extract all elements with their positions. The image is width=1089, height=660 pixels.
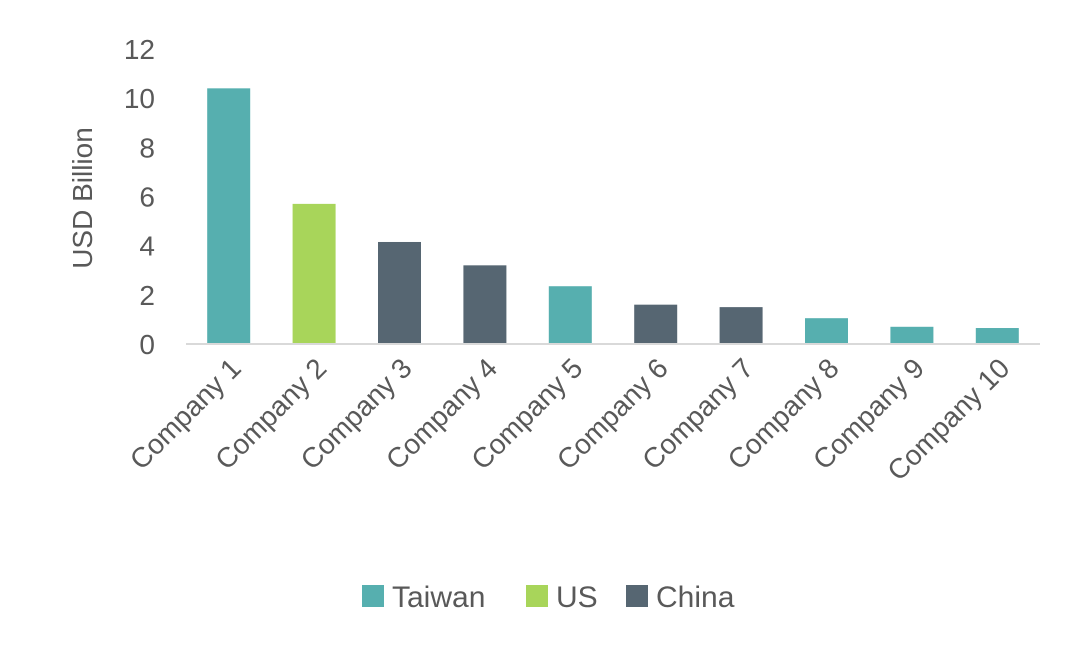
legend-swatch-china <box>626 585 648 607</box>
legend-label-taiwan: Taiwan <box>392 581 485 614</box>
y-tick-label: 8 <box>139 132 155 163</box>
bars <box>207 88 1019 344</box>
y-tick-label: 10 <box>124 83 155 114</box>
bar-company-1 <box>207 88 251 344</box>
y-tick-label: 0 <box>139 329 155 360</box>
bar-company-7 <box>719 307 763 344</box>
bar-company-6 <box>634 304 678 344</box>
y-axis-title: USD Billion <box>67 127 98 269</box>
bar-company-2 <box>292 203 336 344</box>
bar-company-10 <box>975 328 1019 344</box>
bar-company-3 <box>378 241 421 344</box>
bar-company-4 <box>463 265 507 344</box>
y-tick-label: 2 <box>139 280 155 311</box>
legend-swatch-taiwan <box>362 585 384 607</box>
y-tick-label: 6 <box>139 182 155 213</box>
bar-company-9 <box>890 326 934 344</box>
y-tick-label: 12 <box>124 34 155 65</box>
legend: Taiwan US China <box>362 581 735 614</box>
y-tick-label: 4 <box>139 231 155 262</box>
legend-label-china: China <box>656 581 735 614</box>
bar-company-5 <box>548 286 592 344</box>
y-axis: 0 2 4 6 8 10 12 <box>124 34 155 360</box>
legend-label-us: US <box>556 581 598 614</box>
bar-company-8 <box>805 318 848 344</box>
legend-swatch-us <box>526 585 548 607</box>
